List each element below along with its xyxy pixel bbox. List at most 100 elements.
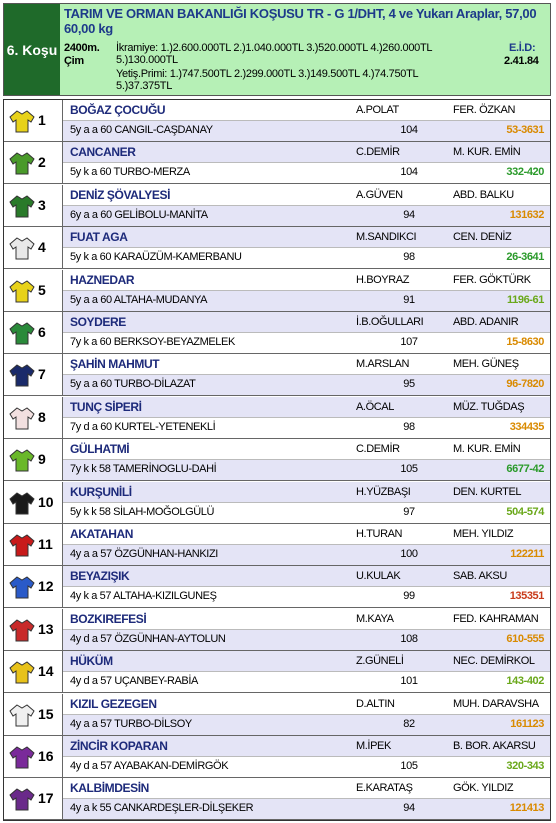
horse-name: SOYDERE — [70, 315, 126, 329]
horse-row: 5 HAZNEDAR H.BOYRAZ FER. GÖKTÜRK 5y a a 60 A… — [4, 269, 550, 312]
row-band — [63, 416, 550, 438]
row-band — [63, 247, 550, 269]
jersey — [9, 449, 35, 472]
trainer: FER. ÖZKAN — [453, 104, 516, 116]
horse-row: 9 GÜLHATMİ C.DEMİR M. KUR. EMİN 7y k k 58 TA… — [4, 439, 550, 482]
last-races: 610-555 — [506, 632, 544, 645]
eid-label: E.İ.D: — [509, 42, 536, 54]
number-cell: 14 — [4, 651, 63, 693]
horse-row: 12 BEYAZIŞIK U.KULAK SAB. AKSU 4y k a 57 ALT… — [4, 566, 550, 609]
horse-table: 1 BOĞAZ ÇOCUĞU A.POLAT FER. ÖZKAN 5y a a 60 … — [3, 99, 551, 821]
trainer: FER. GÖKTÜRK — [453, 273, 531, 286]
jockey: C.DEMİR — [356, 146, 400, 159]
jersey-icon — [9, 788, 35, 811]
jockey: U.KULAK — [356, 570, 401, 583]
horse-info: 5y a a 60 ALTAHA-MUDANYA — [70, 293, 208, 306]
weight: 105 — [400, 760, 418, 772]
trainer: MÜZ. TUĞDAŞ — [453, 400, 525, 413]
horse-row: 4 FUAT AGA M.SANDIKCI CEN. DENİZ 5y k a 60 K… — [4, 227, 550, 270]
prize: İkramiye: 1.)2.600.000TL 2.)1.040.000TL … — [116, 42, 432, 66]
jersey-icon — [9, 322, 35, 345]
horse-number: 14 — [38, 663, 54, 680]
surface: Çim — [64, 55, 84, 67]
number-cell: 9 — [4, 439, 63, 481]
horse-number: 3 — [38, 196, 46, 213]
jersey-icon — [9, 279, 35, 303]
last-races: 334435 — [509, 420, 545, 433]
trainer: DEN. KURTEL — [453, 485, 522, 498]
horse-info: 5y k a 60 KARAÜZÜM-KAMERBANU — [70, 251, 242, 264]
horse-name: HAZNEDAR — [70, 272, 135, 287]
weight: 104 — [400, 124, 418, 136]
row-band — [63, 459, 550, 481]
horse-row: 11 AKATAHAN H.TURAN MEH. YILDIZ 4y a a 57 ÖZ… — [4, 524, 550, 566]
number-cell: 10 — [4, 481, 63, 523]
row-band — [63, 713, 550, 735]
horse-info: 4y d a 57 UÇANBEY-RABİA — [70, 675, 198, 688]
weight: 95 — [403, 378, 415, 391]
last-races: 121413 — [509, 802, 545, 815]
jockey: A.GÜVEN — [356, 188, 403, 201]
horse-number: 16 — [38, 748, 54, 764]
horse-name: FUAT AGA — [70, 230, 128, 245]
jersey-icon — [9, 534, 35, 557]
trainer: ABD. BALKU — [453, 188, 514, 201]
last-races: 6677-42 — [506, 463, 544, 476]
trainer: NEC. DEMİRKOL — [453, 655, 535, 668]
jockey: C.DEMİR — [356, 443, 400, 456]
jersey-icon — [9, 237, 35, 260]
horse-number: 17 — [38, 790, 54, 807]
horse-name: CANCANER — [70, 145, 136, 160]
horse-number: 6 — [38, 324, 46, 340]
horse-name: KURŞUNİLİ — [70, 484, 132, 499]
horse-info: 4y a k 55 CANKARDEŞLER-DİLŞEKER — [70, 802, 254, 815]
horse-info: 5y a a 60 TURBO-DİLAZAT — [70, 378, 196, 391]
row-band — [63, 184, 550, 205]
trainer: M. KUR. EMİN — [453, 146, 521, 159]
jockey: E.KARATAŞ — [356, 782, 413, 795]
number-cell: 7 — [4, 354, 63, 396]
row-band — [63, 693, 550, 714]
race-title: TARIM VE ORMAN BAKANLIĞI KOŞUSU TR - G 1… — [64, 6, 537, 36]
jersey — [9, 237, 35, 260]
jersey — [9, 322, 35, 345]
weight: 98 — [403, 251, 415, 264]
number-cell: 6 — [4, 312, 63, 353]
weight: 105 — [400, 463, 418, 476]
horse-row: 15 KIZIL GEZEGEN D.ALTIN MUH. DARAVSHA 4y a … — [4, 693, 550, 736]
number-cell: 4 — [4, 227, 63, 269]
horse-name: TUNÇ SİPERİ — [70, 399, 142, 414]
row-band — [63, 778, 550, 799]
weight: 94 — [403, 802, 415, 815]
jockey: M.İPEK — [356, 740, 391, 752]
jersey-icon — [9, 746, 35, 769]
weight: 98 — [403, 420, 415, 433]
row-band — [63, 736, 550, 756]
row-band — [63, 586, 550, 608]
number-cell: 12 — [4, 566, 63, 608]
row-band — [63, 671, 550, 693]
horse-name: AKATAHAN — [70, 527, 134, 541]
horse-row: 14 HÜKÜM Z.GÜNELİ NEC. DEMİRKOL 4y d a 57 UÇ… — [4, 651, 550, 694]
horse-number: 8 — [38, 408, 46, 425]
jersey — [9, 788, 35, 811]
horse-row: 8 TUNÇ SİPERİ A.ÖCAL MÜZ. TUĞDAŞ 7y d a 60 K… — [4, 396, 550, 439]
last-races: 332-420 — [506, 166, 544, 179]
last-races: 161123 — [510, 717, 544, 730]
horse-name: BOZKIREFESİ — [70, 611, 147, 626]
number-cell: 16 — [4, 736, 63, 777]
horse-info: 4y k a 57 ALTAHA-KIZILGUNEŞ — [70, 590, 217, 603]
horse-number: 7 — [38, 366, 46, 383]
weight: 100 — [400, 548, 418, 560]
breeder-prize: Yetiş.Primi: 1.)747.500TL 2.)299.000TL 3… — [116, 68, 418, 92]
jockey: M.SANDIKCI — [356, 231, 417, 244]
horse-name: GÜLHATMİ — [70, 442, 130, 457]
row-band — [63, 142, 550, 163]
last-races: 131632 — [509, 208, 545, 221]
jockey: H.YÜZBAŞI — [356, 485, 411, 498]
horse-name: BOĞAZ ÇOCUĞU — [70, 103, 166, 117]
jersey — [9, 703, 35, 727]
trainer: ABD. ADANIR — [453, 316, 519, 328]
jersey-icon — [9, 364, 35, 387]
jersey-icon — [9, 152, 35, 175]
